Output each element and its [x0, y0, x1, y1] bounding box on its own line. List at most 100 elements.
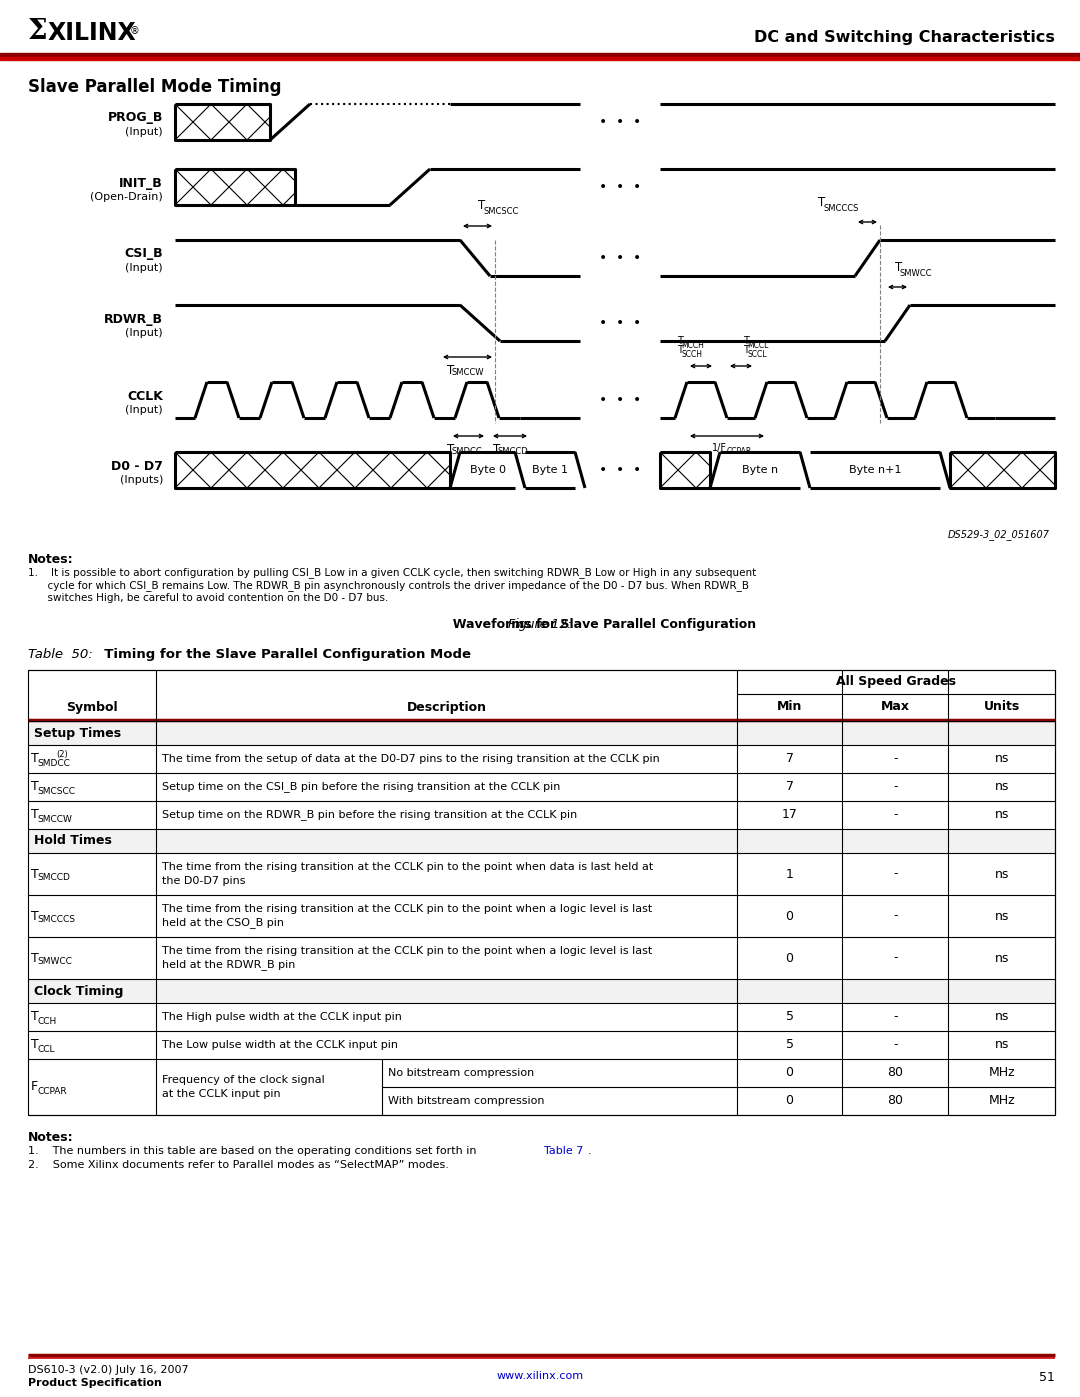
Text: 1/F: 1/F [712, 443, 727, 453]
Text: T: T [31, 809, 39, 821]
Text: SCCH: SCCH [681, 351, 702, 359]
Text: -: - [893, 809, 897, 821]
Text: 5: 5 [785, 1010, 794, 1024]
Text: 0: 0 [785, 951, 794, 964]
Text: ns: ns [995, 951, 1009, 964]
Text: SMCCD: SMCCD [37, 873, 70, 883]
Text: -: - [893, 753, 897, 766]
Text: Clock Timing: Clock Timing [33, 985, 123, 997]
Text: SMDCC: SMDCC [37, 759, 70, 767]
Text: T: T [743, 345, 748, 355]
Text: Min: Min [777, 700, 802, 714]
Text: SMCCCS: SMCCCS [37, 915, 75, 925]
Text: Setup Times: Setup Times [33, 726, 121, 739]
Text: Setup time on the CSI_B pin before the rising transition at the CCLK pin: Setup time on the CSI_B pin before the r… [162, 781, 561, 792]
Text: 1.    It is possible to abort configuration by pulling CSI_B Low in a given CCLK: 1. It is possible to abort configuration… [28, 567, 756, 578]
Text: MHz: MHz [988, 1094, 1015, 1108]
Text: T: T [31, 951, 39, 964]
Text: The Low pulse width at the CCLK input pin: The Low pulse width at the CCLK input pi… [162, 1039, 399, 1051]
Text: No bitstream compression: No bitstream compression [389, 1067, 535, 1078]
Text: INIT_B: INIT_B [119, 176, 163, 190]
Text: T: T [818, 196, 825, 210]
Bar [28, 979, 1055, 1003]
Text: MHz: MHz [988, 1066, 1015, 1080]
Text: MCCH: MCCH [681, 341, 704, 351]
Text: ns: ns [995, 781, 1009, 793]
Text: 80: 80 [888, 1066, 903, 1080]
Text: CCPAR: CCPAR [727, 447, 753, 455]
Text: Table 7: Table 7 [544, 1146, 583, 1155]
Text: The time from the setup of data at the D0-D7 pins to the rising transition at th: The time from the setup of data at the D… [162, 754, 660, 764]
Text: MCCL: MCCL [747, 341, 768, 351]
Text: ns: ns [995, 909, 1009, 922]
Text: SCCL: SCCL [747, 351, 767, 359]
Bar [28, 721, 1055, 745]
Text: 5: 5 [785, 1038, 794, 1052]
Text: Notes:: Notes: [28, 1132, 73, 1144]
Text: Byte n+1: Byte n+1 [849, 465, 901, 475]
Text: T: T [447, 443, 455, 455]
Text: F: F [31, 1080, 38, 1094]
Text: 1: 1 [785, 868, 794, 880]
Text: (Input): (Input) [125, 263, 163, 272]
Text: Slave Parallel Mode Timing: Slave Parallel Mode Timing [28, 78, 282, 96]
Text: Timing for the Slave Parallel Configuration Mode: Timing for the Slave Parallel Configurat… [95, 648, 471, 661]
Text: 0: 0 [785, 1094, 794, 1108]
Text: CSI_B: CSI_B [124, 247, 163, 260]
Text: ns: ns [995, 809, 1009, 821]
Text: All Speed Grades: All Speed Grades [836, 676, 956, 689]
Text: (Open-Drain): (Open-Drain) [91, 191, 163, 203]
Text: Byte n: Byte n [742, 465, 778, 475]
Text: •  •  •: • • • [599, 393, 642, 407]
Text: SMCCCS: SMCCCS [823, 204, 859, 212]
Text: DS529-3_02_051607: DS529-3_02_051607 [948, 529, 1050, 541]
Text: T: T [31, 781, 39, 793]
Text: CCPAR: CCPAR [37, 1087, 67, 1095]
Text: T: T [31, 868, 39, 880]
Text: Table  50:: Table 50: [28, 648, 93, 661]
Text: PROG_B: PROG_B [108, 112, 163, 124]
Text: Setup time on the RDWR_B pin before the rising transition at the CCLK pin: Setup time on the RDWR_B pin before the … [162, 809, 578, 820]
Text: www.xilinx.com: www.xilinx.com [497, 1370, 583, 1382]
Text: 0: 0 [785, 909, 794, 922]
Text: •  •  •: • • • [599, 180, 642, 194]
Text: Byte 0: Byte 0 [470, 465, 505, 475]
Bar [28, 671, 1055, 1115]
Text: cycle for which CSI_B remains Low. The RDWR_B pin asynchronously controls the dr: cycle for which CSI_B remains Low. The R… [28, 580, 750, 591]
Text: 7: 7 [785, 753, 794, 766]
Text: XILINX: XILINX [48, 21, 137, 45]
Text: 51: 51 [1039, 1370, 1055, 1384]
Text: T: T [492, 443, 500, 455]
Text: Description: Description [406, 700, 486, 714]
Text: .: . [588, 1146, 592, 1155]
Text: DS610-3 (v2.0) July 16, 2007: DS610-3 (v2.0) July 16, 2007 [28, 1365, 189, 1375]
Text: The High pulse width at the CCLK input pin: The High pulse width at the CCLK input p… [162, 1011, 402, 1023]
Text: (Inputs): (Inputs) [120, 475, 163, 485]
Text: With bitstream compression: With bitstream compression [389, 1097, 544, 1106]
Text: (Input): (Input) [125, 127, 163, 137]
Text: -: - [893, 1010, 897, 1024]
Text: 80: 80 [888, 1094, 903, 1108]
Text: T: T [743, 337, 748, 346]
Text: T: T [31, 1010, 39, 1024]
Text: RDWR_B: RDWR_B [104, 313, 163, 326]
Text: ns: ns [995, 753, 1009, 766]
Text: 17: 17 [782, 809, 797, 821]
Text: T: T [31, 1038, 39, 1052]
Text: SMWCC: SMWCC [37, 957, 72, 967]
Text: T: T [478, 198, 485, 212]
Text: The time from the rising transition at the CCLK pin to the point when a logic le: The time from the rising transition at t… [162, 946, 652, 971]
Text: Frequency of the clock signal
at the CCLK input pin: Frequency of the clock signal at the CCL… [162, 1076, 325, 1099]
Text: (2): (2) [56, 750, 68, 759]
Bar [0, 53, 1080, 57]
Text: •  •  •: • • • [599, 462, 642, 476]
Text: SMCCD: SMCCD [498, 447, 529, 455]
Text: Figure 12:: Figure 12: [509, 617, 571, 631]
Text: CCL: CCL [37, 1045, 54, 1053]
Text: -: - [893, 781, 897, 793]
Text: 7: 7 [785, 781, 794, 793]
Text: ns: ns [995, 1038, 1009, 1052]
Text: (Input): (Input) [125, 328, 163, 338]
Text: Byte 1: Byte 1 [532, 465, 568, 475]
Text: The time from the rising transition at the CCLK pin to the point when a logic le: The time from the rising transition at t… [162, 904, 652, 928]
